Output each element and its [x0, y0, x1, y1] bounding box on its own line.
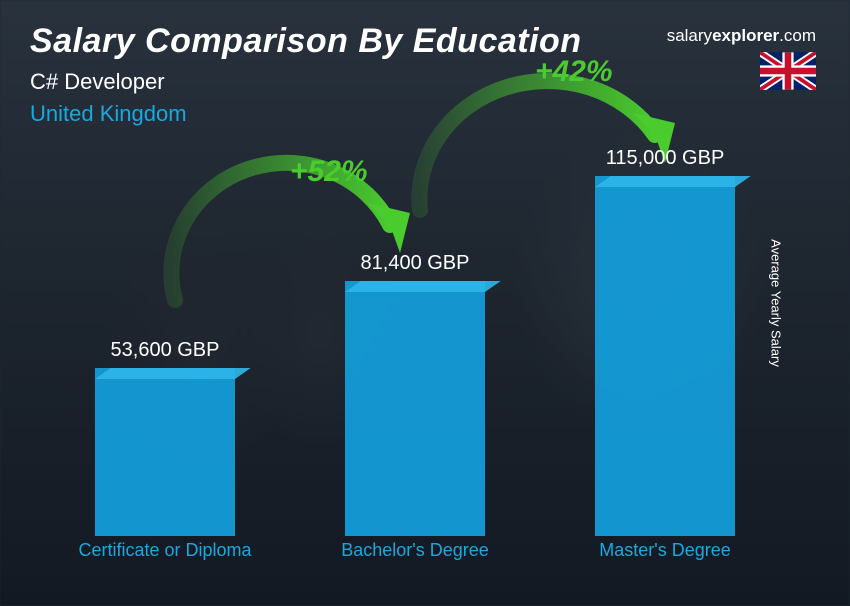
bar-group-2: 115,000 GBP — [575, 147, 755, 536]
bar-0 — [95, 368, 235, 536]
brand-bold: explorer — [712, 26, 779, 45]
uk-flag-icon — [760, 52, 816, 90]
brand-suffix: .com — [779, 26, 816, 45]
brand-logo: salaryexplorer.com — [667, 26, 816, 46]
bar-chart: +52% +42% 53,600 GBP 81,400 GBP — [40, 135, 790, 584]
chart-location: United Kingdom — [30, 101, 820, 127]
bar-value-0: 53,600 GBP — [111, 339, 220, 362]
chart-subtitle: C# Developer — [30, 69, 820, 95]
bars-container: 53,600 GBP 81,400 GBP 115,000 GBP — [40, 135, 790, 536]
bar-value-2: 115,000 GBP — [606, 147, 725, 170]
bar-1 — [345, 281, 485, 536]
bar-label-1: Bachelor's Degree — [325, 540, 505, 584]
labels-container: Certificate or Diploma Bachelor's Degree… — [40, 540, 790, 584]
brand-prefix: salary — [667, 26, 712, 45]
bar-group-0: 53,600 GBP — [75, 339, 255, 536]
bar-label-2: Master's Degree — [575, 540, 755, 584]
bar-group-1: 81,400 GBP — [325, 252, 505, 536]
bar-2 — [595, 176, 735, 536]
growth-label-2: +42% — [535, 55, 613, 89]
bar-label-0: Certificate or Diploma — [75, 540, 255, 584]
bar-value-1: 81,400 GBP — [361, 252, 470, 275]
